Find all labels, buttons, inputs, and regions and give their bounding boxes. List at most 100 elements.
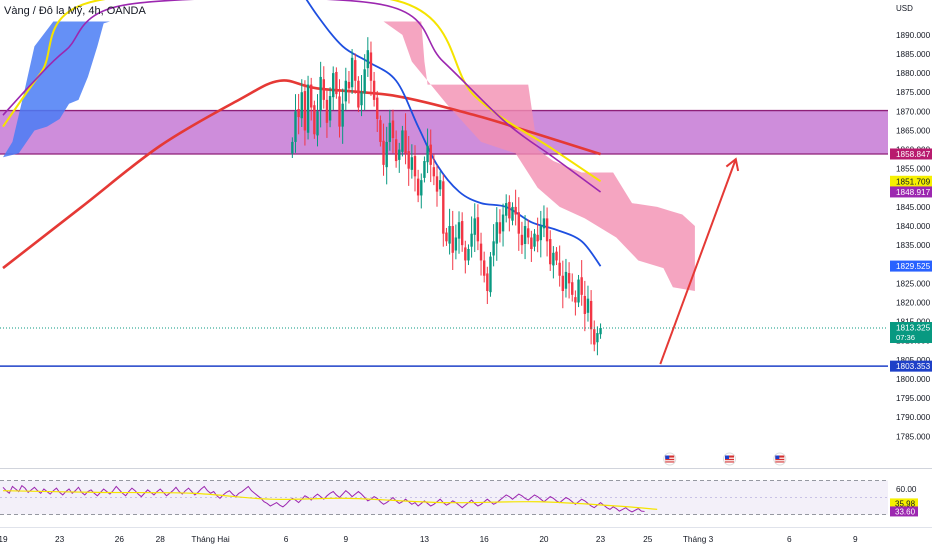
candle [589,290,593,345]
price-tick: 1805.000 [896,356,931,365]
candle [514,189,517,226]
candle [511,202,514,226]
currency-label: USD [896,4,913,13]
candle-body [552,252,555,266]
candle-body [354,60,357,81]
candle-body [363,69,366,94]
candle-body [291,141,294,154]
candle [382,123,385,176]
price-tick: 1885.000 [896,50,931,59]
candle-body [376,97,379,119]
candle-body [313,105,316,135]
candle [533,229,536,252]
candle [552,246,555,279]
candle-body [467,248,470,261]
candle-body [394,139,398,162]
candle [310,77,313,121]
candle-body [571,282,574,295]
candle [451,210,454,270]
price-badge-bg [890,186,932,198]
candle [350,49,354,94]
flag-stripe-white [724,460,734,462]
candle-body [347,81,351,89]
candle-body [413,156,417,177]
candle-body [574,297,577,303]
candle [495,207,498,261]
price-tick: 1835.000 [896,241,931,250]
candle-body [442,181,445,234]
candle [344,67,348,111]
candle [501,203,505,247]
candle [530,230,533,262]
candle [423,156,426,183]
candle-body [350,57,354,88]
price-tick: 1890.000 [896,31,931,40]
candle-body [501,214,505,232]
time-label: 26 [115,534,125,544]
flag-stripes [775,455,785,463]
candle [479,232,483,276]
candle-body [567,273,571,284]
candle-body [514,206,517,215]
ma-blue-line [305,0,602,267]
price-tick: 1790.000 [896,413,931,422]
price-tick: 1840.000 [896,222,931,231]
candle [545,207,549,257]
rsi-badge-bg [890,506,918,517]
candle [376,90,379,132]
price-badge: 1851.709 [890,175,932,187]
price-plot [0,0,888,367]
candle [379,115,382,147]
candle [520,221,524,254]
candle-body [300,92,303,119]
price-tick: 1855.000 [896,165,931,174]
candle-body [533,233,536,247]
flag-stripe-white [775,457,785,459]
time-label: 6 [787,534,792,544]
candle [435,165,439,207]
candle [347,71,351,104]
candle [325,88,329,138]
price-tick: 1880.000 [896,69,931,78]
candle [473,203,476,253]
candle-body [460,221,464,246]
candle [558,245,561,287]
candle-body [498,222,502,234]
candle-body [382,140,385,165]
ma-yellow-line [2,0,602,183]
rsi-badge-bg [890,498,918,509]
candle-body [379,120,382,142]
candle-body [404,130,407,154]
candle [328,87,332,128]
rsi-badge-value: 33.60 [895,507,916,516]
candle-body [332,73,335,98]
candle-body [451,226,454,253]
rsi-badge-value: 35.98 [895,499,916,508]
candle-body [398,149,401,160]
candle-body [482,260,486,276]
candle-body [599,328,602,335]
candle-body [545,218,549,242]
candle [297,93,300,135]
candle [580,260,583,306]
candle [313,100,316,139]
candle-body [385,141,388,168]
forecast-arrow [659,158,737,365]
price-tick: 1800.000 [896,375,931,384]
candle-body [445,232,448,242]
candle-body [492,241,495,256]
price-badge-value: 1829.525 [896,262,931,271]
candle-body [470,233,473,247]
candle [291,137,294,158]
candle [398,142,401,173]
candle [523,215,527,260]
candle [508,195,511,232]
candle [369,41,373,96]
candle [596,326,599,356]
candle-body [401,130,404,152]
candle [438,171,442,197]
candle-body [435,176,439,192]
candle [457,211,461,254]
